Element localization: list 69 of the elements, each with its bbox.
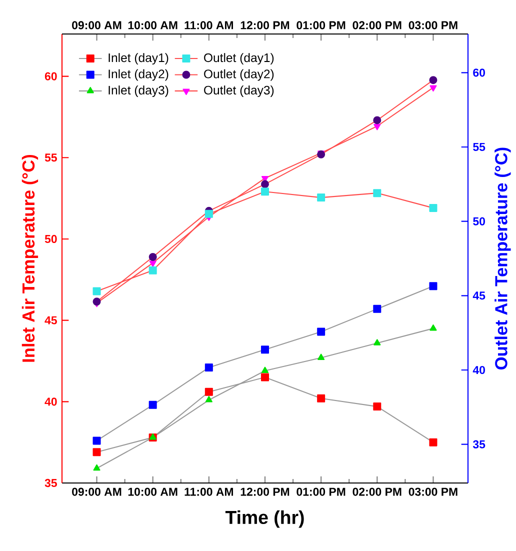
legend-label: Outlet (day2): [204, 69, 274, 81]
category-label: 03:00 PM: [408, 21, 458, 30]
category-label: 11:00 AM: [184, 21, 233, 30]
legend-label: Outlet (day1): [204, 53, 274, 65]
point: [429, 204, 438, 212]
point: [149, 260, 156, 267]
y2-tick-label: 60: [473, 68, 485, 77]
x-tick-label: 10:00 AM: [128, 488, 178, 496]
point: [260, 180, 269, 188]
point: [260, 188, 269, 196]
y-axis-title: Inlet Air Temperature (°C): [22, 154, 38, 362]
x-tick-label: 02:00 PM: [352, 488, 402, 496]
point: [93, 464, 100, 471]
point: [373, 304, 382, 313]
point: [205, 396, 212, 402]
point: [261, 366, 269, 374]
category-label: 01:00 PM: [296, 21, 346, 30]
category-label: 02:00 PM: [352, 21, 402, 30]
x-tick-label: 11:00 AM: [184, 488, 233, 496]
y-tick-label: 55: [44, 154, 57, 162]
point: [374, 124, 381, 130]
point: [204, 210, 213, 218]
y2-tick-label: 40: [472, 366, 485, 374]
legend-label: Outlet (day3): [204, 86, 274, 97]
y2-tick-label: 55: [473, 143, 486, 151]
point: [92, 448, 101, 456]
point: [430, 85, 437, 92]
y-tick-label: 45: [44, 316, 57, 324]
y2-tick-label: 45: [472, 292, 486, 300]
point: [92, 287, 101, 296]
y-tick-label: 35: [44, 478, 57, 488]
point: [430, 324, 437, 331]
point: [260, 373, 269, 382]
legend-label: Inlet (day1): [108, 53, 168, 65]
point: [317, 394, 326, 402]
x-tick-label: 03:00 PM: [408, 488, 458, 496]
point: [373, 116, 382, 124]
point: [317, 328, 326, 336]
legend-label: Inlet (day2): [108, 69, 168, 81]
y2-tick-label: 50: [473, 217, 485, 226]
x-tick-label: 12:00 PM: [240, 488, 290, 496]
point: [373, 189, 382, 198]
x-tick-label: 09:00 AM: [72, 488, 122, 496]
y-tick-label: 50: [44, 234, 57, 244]
y-tick-label: 40: [44, 398, 57, 406]
legend-label: Inlet (day3): [108, 86, 168, 97]
point: [92, 436, 101, 445]
y2-tick-label: 35: [472, 440, 486, 448]
point: [148, 253, 157, 262]
point: [373, 402, 382, 411]
point: [148, 400, 157, 409]
point: [429, 282, 438, 290]
category-label: 09:00 AM: [72, 21, 122, 30]
point: [318, 354, 325, 360]
point: [260, 346, 269, 354]
point: [204, 388, 213, 396]
point: [429, 438, 438, 446]
point: [374, 339, 381, 346]
point: [204, 363, 213, 372]
point: [429, 76, 438, 84]
point: [92, 298, 101, 306]
point: [148, 266, 157, 274]
y-tick-label: 60: [44, 72, 57, 80]
x-tick-label: 01:00 PM: [296, 488, 346, 496]
y2-axis-title: Outlet Air Temperature (°C): [494, 148, 511, 370]
category-label: 10:00 AM: [128, 21, 178, 30]
category-label: 12:00 PM: [240, 21, 290, 30]
point: [317, 194, 326, 202]
x-axis-title: Time (hr): [225, 510, 304, 528]
